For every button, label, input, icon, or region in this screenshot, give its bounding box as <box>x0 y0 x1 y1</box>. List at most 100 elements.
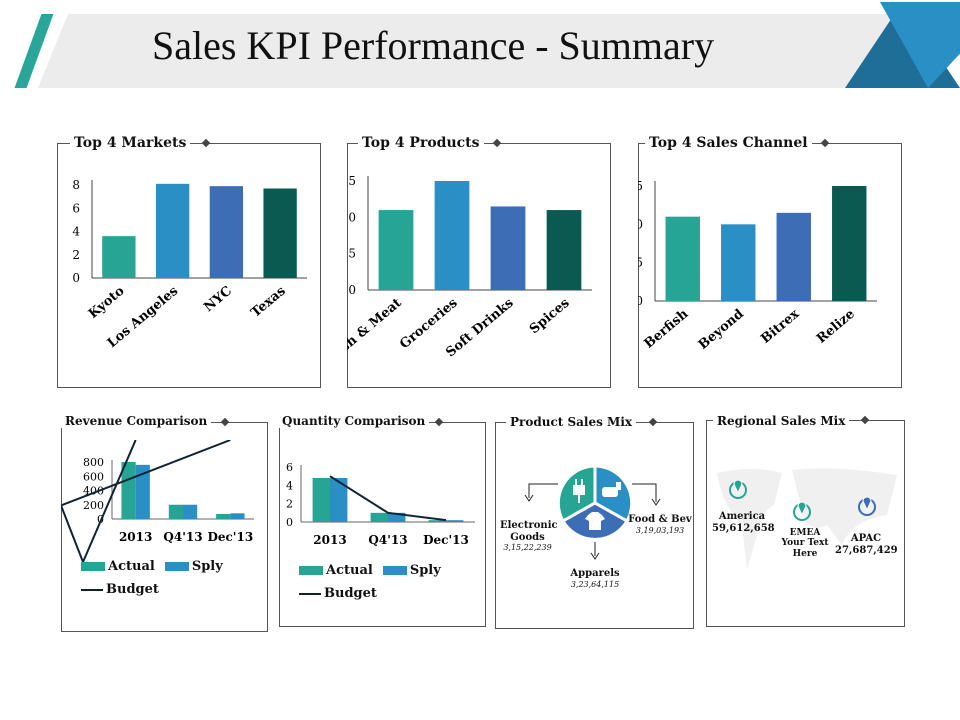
panel-title: Quantity Comparison <box>278 414 430 428</box>
x-tick-label: 2013 <box>119 530 152 544</box>
bar <box>263 188 297 278</box>
bar <box>209 186 244 278</box>
bar <box>490 206 526 290</box>
bar <box>155 183 190 278</box>
x-tick-label: Spices <box>527 296 573 338</box>
x-tick-label: Q4'13 <box>163 530 202 544</box>
x-tick-label: Berfish <box>642 306 692 351</box>
legend: Actual Sply Budget <box>81 555 223 601</box>
panel-title: Product Sales Mix <box>506 415 637 429</box>
bar-sply <box>446 520 464 522</box>
bar <box>434 181 470 290</box>
chart-panel <box>347 143 611 388</box>
x-tick-label: NYC <box>201 284 235 316</box>
bar-actual <box>312 478 330 522</box>
bar <box>546 210 582 290</box>
label: Apparels <box>570 568 620 579</box>
legend-label: Budget <box>106 582 159 597</box>
y-tick-label: 15 <box>638 179 643 193</box>
bar-actual <box>370 512 388 522</box>
y-tick-label: 8 <box>72 178 80 192</box>
y-tick-label: 4 <box>286 479 293 492</box>
chart-panel <box>279 422 486 627</box>
y-tick-label: 2 <box>286 498 293 511</box>
product-item-food: Food & Bev 3,19,03,193 <box>628 514 692 535</box>
panel-title: Top 4 Products <box>358 135 484 151</box>
bar-actual <box>428 520 446 522</box>
bar <box>832 186 867 301</box>
product-item-electronics: Electronic Goods 3,15,22,239 <box>500 520 558 552</box>
y-tick-label: 200 <box>83 499 104 512</box>
bar-sply <box>183 504 198 519</box>
x-tick-label: Q4'13 <box>368 533 407 547</box>
y-tick-label: 0 <box>348 283 356 297</box>
region-apac: APAC 27,687,429 <box>835 533 898 556</box>
x-tick-label: Kyoto <box>86 283 128 321</box>
bar <box>378 210 414 290</box>
label: APAC <box>850 533 882 544</box>
map-pin-icon <box>858 496 876 516</box>
y-tick-label: 0 <box>72 271 80 285</box>
label: Food & Bev <box>628 514 692 525</box>
bar <box>721 224 756 301</box>
legend-swatch-sply <box>164 562 189 571</box>
x-tick-label: Relize <box>814 307 858 347</box>
panel-title: Top 4 Markets <box>70 135 191 151</box>
legend-swatch-actual <box>299 566 323 575</box>
y-tick-label: 6 <box>72 201 80 215</box>
food-icon <box>602 482 621 497</box>
product-sales-mix-panel <box>495 422 694 629</box>
legend-swatch-budget <box>81 588 103 591</box>
y-tick-label: 5 <box>638 256 643 270</box>
page-title: Sales KPI Performance - Summary <box>152 23 715 68</box>
y-tick-label: 6 <box>286 461 293 474</box>
bar <box>776 212 811 301</box>
label: America <box>718 511 766 522</box>
panel-title: Top 4 Sales Channel <box>645 135 812 151</box>
legend-swatch-sply <box>382 566 407 575</box>
value: 3,15,22,239 <box>503 543 552 552</box>
bar <box>102 236 136 278</box>
y-tick-label: 10 <box>638 217 643 231</box>
combo-chart: 0 2 4 6 2013 Q4'13 Dec'13 <box>286 461 475 547</box>
shirt-icon <box>585 512 605 530</box>
y-tick-label: 0 <box>638 294 643 308</box>
x-tick-label: Fish & Meat <box>347 296 405 365</box>
regional-sales-mix-panel <box>706 420 905 627</box>
legend-label: Sply <box>409 563 441 578</box>
region-america: America 59,612,658 <box>712 511 775 534</box>
chart-panel <box>57 143 321 388</box>
legend-swatch-actual <box>81 562 105 571</box>
x-tick-label: Dec'13 <box>423 533 469 547</box>
bar-actual <box>121 462 136 519</box>
legend-label: Budget <box>324 586 377 601</box>
y-tick-label: 10 <box>347 210 356 224</box>
value: 3,19,03,193 <box>635 525 685 535</box>
label: EMEA <box>789 528 821 538</box>
y-tick-label: 5 <box>348 247 356 261</box>
y-tick-label: 15 <box>347 174 356 188</box>
x-tick-label: Texas <box>248 284 288 321</box>
label: Electronic Goods <box>500 520 558 543</box>
bar-sply <box>330 478 348 522</box>
region-emea: EMEA Your Text Here <box>776 528 834 559</box>
x-tick-label: Dec'13 <box>207 530 253 544</box>
y-tick-label: 2 <box>72 248 80 262</box>
product-item-apparels: Apparels 3,23,64,115 <box>560 568 630 589</box>
bar-actual <box>216 514 231 519</box>
bar-sply <box>388 512 406 522</box>
value: 27,687,429 <box>835 544 898 556</box>
y-tick-label: 600 <box>83 470 104 483</box>
y-tick-label: 800 <box>83 456 104 469</box>
value: 3,23,64,115 <box>570 579 620 589</box>
bar-actual <box>168 504 183 519</box>
bar-sply <box>135 464 150 519</box>
bar-sply <box>230 513 245 519</box>
legend-label: Actual <box>108 559 155 574</box>
legend: Actual Sply Budget <box>299 559 441 605</box>
x-tick-label: Beyond <box>696 307 747 353</box>
budget-line <box>329 475 447 522</box>
